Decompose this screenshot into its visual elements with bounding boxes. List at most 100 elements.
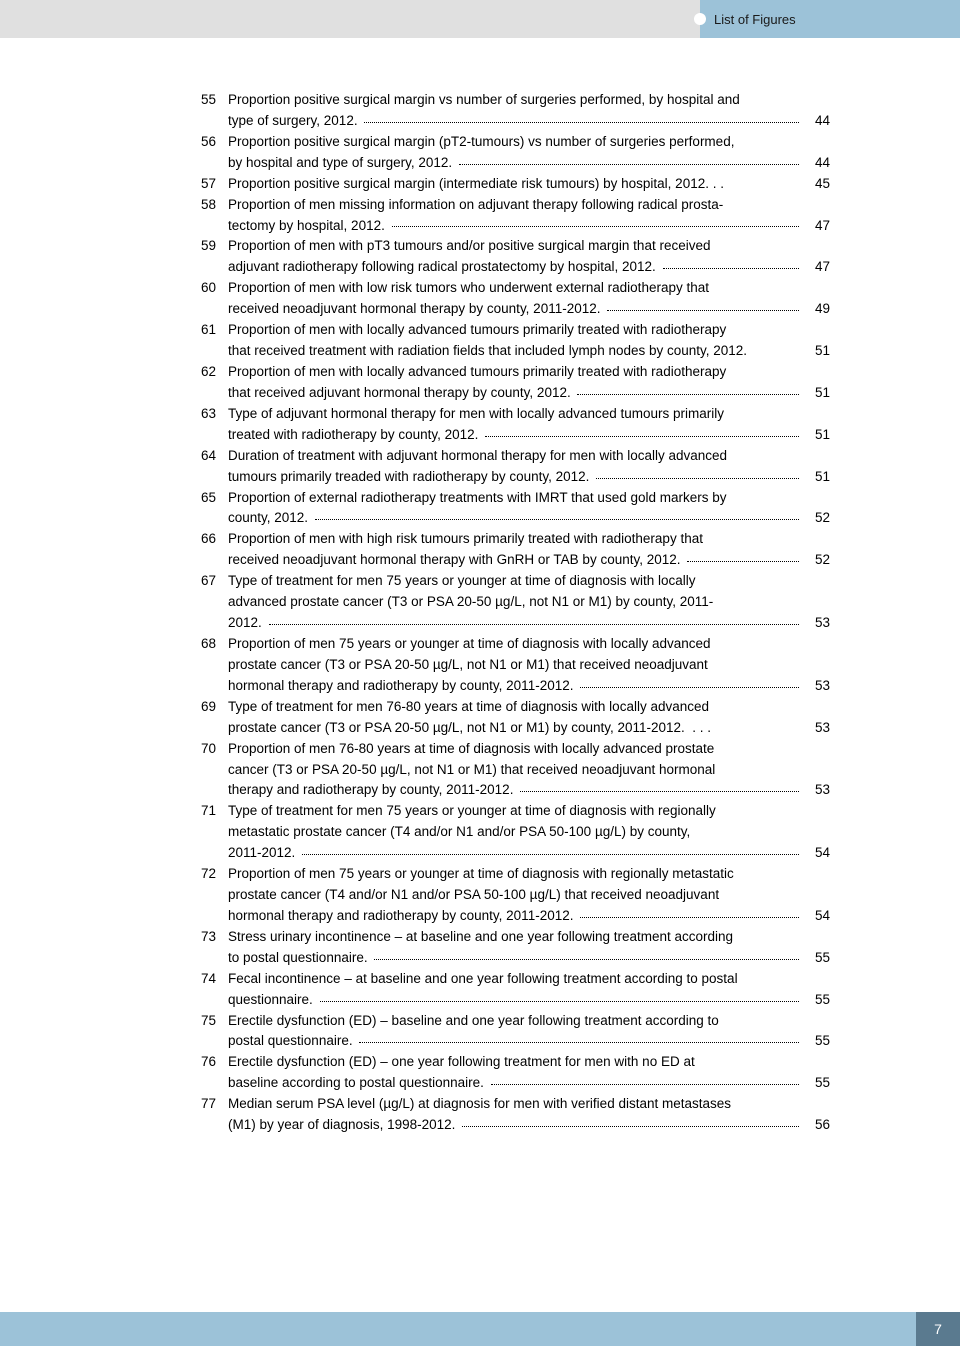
leader-dots: [359, 1042, 799, 1043]
figure-last-text: adjuvant radiotherapy following radical …: [228, 257, 660, 278]
figure-last-text: treated with radiotherapy by county, 201…: [228, 425, 482, 446]
figure-description: Proportion positive surgical margin vs n…: [228, 90, 830, 132]
figure-entry: 63Type of adjuvant hormonal therapy for …: [190, 404, 830, 446]
header-left-strip: [0, 0, 700, 38]
figure-entry: 67Type of treatment for men 75 years or …: [190, 571, 830, 634]
figure-description: Fecal incontinence – at baseline and one…: [228, 969, 830, 1011]
figure-last-line: postal questionnaire. 55: [228, 1031, 830, 1052]
figure-number: 67: [190, 571, 228, 592]
figure-entry: 57Proportion positive surgical margin (i…: [190, 174, 830, 195]
figure-last-text: county, 2012.: [228, 508, 312, 529]
figure-entry: 64Duration of treatment with adjuvant ho…: [190, 446, 830, 488]
footer-page-number: 7: [934, 1321, 942, 1337]
figure-description-line: Proportion of men 76-80 years at time of…: [228, 739, 830, 760]
figure-last-line: by hospital and type of surgery, 2012. 4…: [228, 153, 830, 174]
figure-description-line: Erectile dysfunction (ED) – baseline and…: [228, 1011, 830, 1032]
figure-entry: 71Type of treatment for men 75 years or …: [190, 801, 830, 864]
figure-description-line: Stress urinary incontinence – at baselin…: [228, 927, 830, 948]
figure-description-line: Duration of treatment with adjuvant horm…: [228, 446, 830, 467]
figure-entry: 77Median serum PSA level (µg/L) at diagn…: [190, 1094, 830, 1136]
leader-dots: [580, 687, 799, 688]
figure-number: 63: [190, 404, 228, 425]
leader-dots: [687, 561, 799, 562]
page-header: List of Figures: [0, 0, 960, 38]
figure-number: 61: [190, 320, 228, 341]
figure-last-line: that received treatment with radiation f…: [228, 341, 830, 362]
figure-last-line: treated with radiotherapy by county, 201…: [228, 425, 830, 446]
figure-last-line: 2011-2012. 54: [228, 843, 830, 864]
figure-last-line: hormonal therapy and radiotherapy by cou…: [228, 676, 830, 697]
figure-page-ref: 55: [802, 1073, 830, 1094]
figure-description: Duration of treatment with adjuvant horm…: [228, 446, 830, 488]
figure-description-line: Type of treatment for men 75 years or yo…: [228, 801, 830, 822]
leader-dots: [520, 791, 799, 792]
figure-description-line: Erectile dysfunction (ED) – one year fol…: [228, 1052, 830, 1073]
leader-dots: [315, 519, 799, 520]
figure-page-ref: 55: [802, 990, 830, 1011]
figure-last-line: 2012. 53: [228, 613, 830, 634]
leader-dots: [364, 122, 799, 123]
figure-description-line: Proportion positive surgical margin vs n…: [228, 90, 830, 111]
figure-last-line: (M1) by year of diagnosis, 1998-2012. 56: [228, 1115, 830, 1136]
figure-entry: 55Proportion positive surgical margin vs…: [190, 90, 830, 132]
figure-last-text: that received treatment with radiation f…: [228, 341, 747, 362]
figure-entry: 65Proportion of external radiotherapy tr…: [190, 488, 830, 530]
figure-page-ref: 54: [802, 843, 830, 864]
figure-last-text: received neoadjuvant hormonal therapy by…: [228, 299, 604, 320]
figure-description-line: metastatic prostate cancer (T4 and/or N1…: [228, 822, 830, 843]
figure-entry: 76Erectile dysfunction (ED) – one year f…: [190, 1052, 830, 1094]
figure-number: 56: [190, 132, 228, 153]
figure-number: 71: [190, 801, 228, 822]
figure-number: 66: [190, 529, 228, 550]
figure-last-text: 2011-2012.: [228, 843, 299, 864]
figure-number: 58: [190, 195, 228, 216]
figure-page-ref: 44: [802, 153, 830, 174]
figure-number: 75: [190, 1011, 228, 1032]
figure-description-line: Proportion of men with pT3 tumours and/o…: [228, 236, 830, 257]
figure-last-line: to postal questionnaire. 55: [228, 948, 830, 969]
figure-description: Proportion of men with pT3 tumours and/o…: [228, 236, 830, 278]
figure-entry: 59Proportion of men with pT3 tumours and…: [190, 236, 830, 278]
figure-last-line: county, 2012. 52: [228, 508, 830, 529]
leader-dots: [714, 729, 799, 730]
leader-dots: [580, 917, 799, 918]
leader-dots: [607, 310, 799, 311]
figure-number: 74: [190, 969, 228, 990]
figure-last-text: tectomy by hospital, 2012.: [228, 216, 389, 237]
leader-dots: [750, 352, 799, 353]
figure-page-ref: 51: [802, 383, 830, 404]
figure-list: 55 Proportion positive surgical margin vs…: [190, 90, 830, 1136]
figure-entry: 68Proportion of men 75 years or younger …: [190, 634, 830, 697]
page-footer: 7: [0, 1312, 960, 1346]
figure-description-line: cancer (T3 or PSA 20-50 µg/L, not N1 or …: [228, 760, 830, 781]
figure-description-line: Fecal incontinence – at baseline and one…: [228, 969, 830, 990]
figure-description-line: Proportion of external radiotherapy trea…: [228, 488, 830, 509]
figure-description: Proportion positive surgical margin (int…: [228, 174, 830, 195]
figure-last-text: (M1) by year of diagnosis, 1998-2012.: [228, 1115, 459, 1136]
figure-number: 62: [190, 362, 228, 383]
figure-last-line: type of surgery, 2012. 44: [228, 111, 830, 132]
leader-dots: [663, 268, 800, 269]
header-title: List of Figures: [714, 12, 796, 27]
figure-number: 65: [190, 488, 228, 509]
figure-entry: 61Proportion of men with locally advance…: [190, 320, 830, 362]
figure-page-ref: 47: [802, 257, 830, 278]
leader-dots: [459, 164, 799, 165]
leader-dots: [485, 436, 799, 437]
figure-description: Proportion of external radiotherapy trea…: [228, 488, 830, 530]
figure-last-text: postal questionnaire.: [228, 1031, 356, 1052]
figure-page-ref: 55: [802, 948, 830, 969]
figure-description: Proportion of men with locally advanced …: [228, 320, 830, 362]
figure-description: Type of treatment for men 75 years or yo…: [228, 801, 830, 864]
figure-entry: 60Proportion of men with low risk tumors…: [190, 278, 830, 320]
figure-description-line: Proportion positive surgical margin (pT2…: [228, 132, 830, 153]
figure-description: Proportion of men 76-80 years at time of…: [228, 739, 830, 802]
figure-description-line: Median serum PSA level (µg/L) at diagnos…: [228, 1094, 830, 1115]
figure-description: Stress urinary incontinence – at baselin…: [228, 927, 830, 969]
figure-entry: 62Proportion of men with locally advance…: [190, 362, 830, 404]
figure-description: Type of adjuvant hormonal therapy for me…: [228, 404, 830, 446]
figure-page-ref: 53: [802, 676, 830, 697]
figure-last-text: therapy and radiotherapy by county, 2011…: [228, 780, 517, 801]
leader-dots: [491, 1084, 799, 1085]
figure-last-line: received neoadjuvant hormonal therapy by…: [228, 299, 830, 320]
